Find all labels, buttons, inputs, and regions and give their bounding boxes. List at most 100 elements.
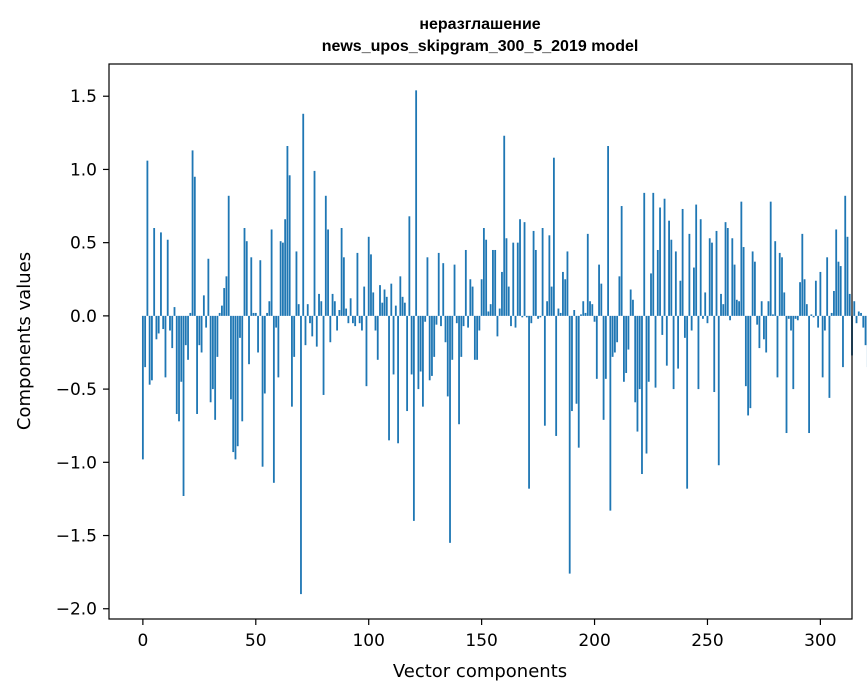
bar [695, 204, 698, 316]
bar [492, 249, 494, 316]
bar [860, 312, 862, 316]
bar [638, 315, 641, 390]
bar [670, 239, 673, 316]
bar [422, 315, 424, 407]
bar [519, 219, 521, 316]
bar [358, 315, 361, 324]
bar [455, 315, 458, 324]
x-tick-label: 50 [245, 631, 267, 651]
bar [824, 315, 826, 331]
bar [647, 315, 650, 382]
bar [557, 308, 560, 316]
bar [763, 315, 765, 340]
bar [160, 232, 162, 316]
bar [268, 301, 271, 316]
bar [810, 314, 813, 316]
bar [187, 315, 189, 360]
bar [697, 315, 700, 390]
bar [846, 236, 849, 316]
bar [361, 315, 363, 331]
bar [726, 228, 729, 316]
bar [528, 315, 530, 489]
bar [747, 315, 750, 416]
bar [218, 312, 221, 316]
bar [805, 304, 808, 316]
bar [254, 312, 257, 316]
bar [482, 228, 485, 316]
bar [496, 315, 499, 337]
bar [311, 315, 314, 337]
bar [302, 113, 305, 316]
bar [839, 266, 842, 316]
bar [699, 219, 702, 316]
bar [550, 286, 553, 316]
bar [744, 315, 747, 387]
bar [153, 228, 156, 316]
bar [677, 315, 680, 369]
bar [602, 315, 605, 420]
bar [284, 219, 287, 316]
bar [151, 315, 153, 381]
bar [738, 301, 740, 316]
bar [505, 238, 508, 316]
x-axis-label: Vector components [393, 661, 567, 682]
bar [720, 293, 722, 316]
bar [426, 257, 429, 316]
bar [279, 241, 282, 316]
bar [141, 315, 144, 460]
bar [241, 315, 244, 422]
bar [480, 279, 483, 316]
bar [708, 238, 711, 316]
bar [471, 286, 474, 316]
bar [568, 315, 571, 574]
bar [211, 315, 214, 390]
bar [593, 315, 596, 322]
x-tick-label: 250 [691, 631, 723, 651]
bar [650, 273, 652, 316]
bar [864, 315, 867, 346]
bar [300, 315, 302, 595]
bar [286, 146, 289, 316]
bar [814, 280, 817, 316]
bar [679, 280, 682, 316]
bar [532, 230, 535, 316]
bar [333, 301, 336, 316]
x-tick-label: 100 [352, 631, 384, 651]
bar [381, 302, 384, 316]
bar [205, 315, 208, 328]
bar [652, 192, 655, 316]
bar [223, 288, 226, 316]
bar [636, 315, 639, 432]
bar [162, 315, 165, 330]
bar [446, 315, 449, 397]
bar [394, 305, 397, 316]
bar [313, 170, 316, 316]
bar [356, 252, 359, 316]
bar [431, 315, 433, 376]
bar [148, 315, 151, 385]
bar [275, 315, 278, 328]
bar [600, 283, 603, 316]
bar [408, 216, 411, 316]
bar [216, 315, 219, 357]
bar [507, 286, 510, 316]
bar [690, 315, 693, 331]
bar [363, 286, 366, 316]
bar [790, 315, 792, 331]
bar [607, 146, 609, 316]
bar [451, 315, 454, 360]
bar [270, 229, 273, 316]
bar [304, 315, 307, 346]
bar [735, 299, 738, 316]
bar [776, 315, 779, 378]
bar [672, 315, 675, 390]
x-tick-label: 300 [804, 631, 836, 651]
bar [318, 293, 320, 316]
bar [214, 315, 217, 420]
bar [830, 312, 833, 316]
bar [706, 315, 709, 324]
bar [659, 207, 661, 316]
bar [510, 315, 512, 327]
bar [641, 315, 643, 475]
x-tick-label: 0 [137, 631, 148, 651]
